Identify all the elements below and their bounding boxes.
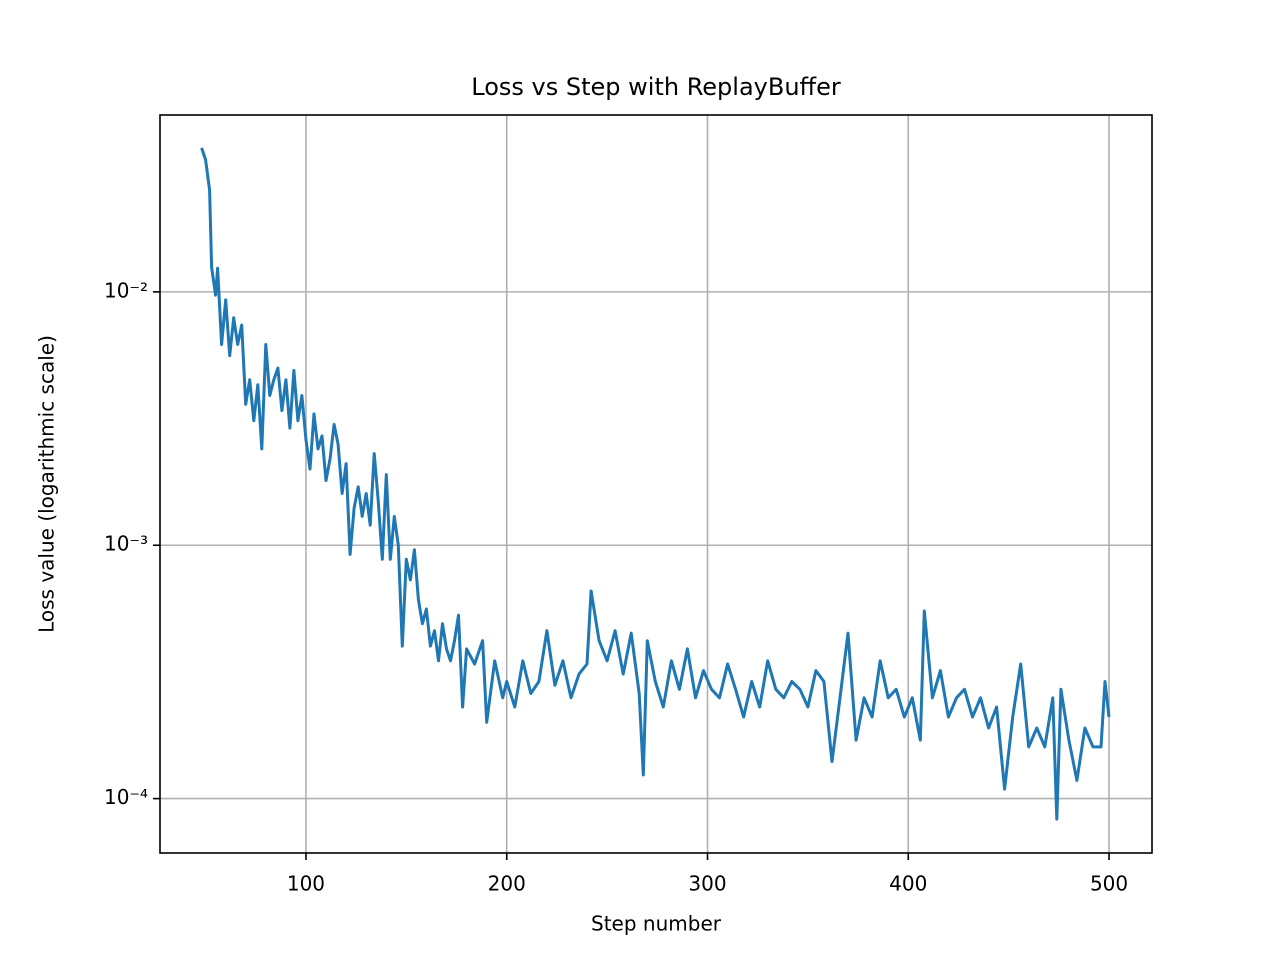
data-line [200, 147, 1111, 821]
y-tick-label: 10⁻² [104, 278, 148, 302]
plot-frame [159, 114, 1153, 854]
x-axis-label: Step number [591, 912, 722, 936]
x-tick-label: 400 [889, 872, 927, 896]
chart-title: Loss vs Step with ReplayBuffer [471, 73, 841, 101]
x-tick-label: 500 [1090, 872, 1128, 896]
x-tick-label: 100 [287, 872, 325, 896]
x-tick-label: 300 [688, 872, 726, 896]
x-tick-label: 200 [488, 872, 526, 896]
y-tick-label: 10⁻⁴ [104, 785, 148, 809]
y-tick-label: 10⁻³ [104, 532, 148, 556]
y-axis-label: Loss value (logarithmic scale) [35, 335, 59, 633]
